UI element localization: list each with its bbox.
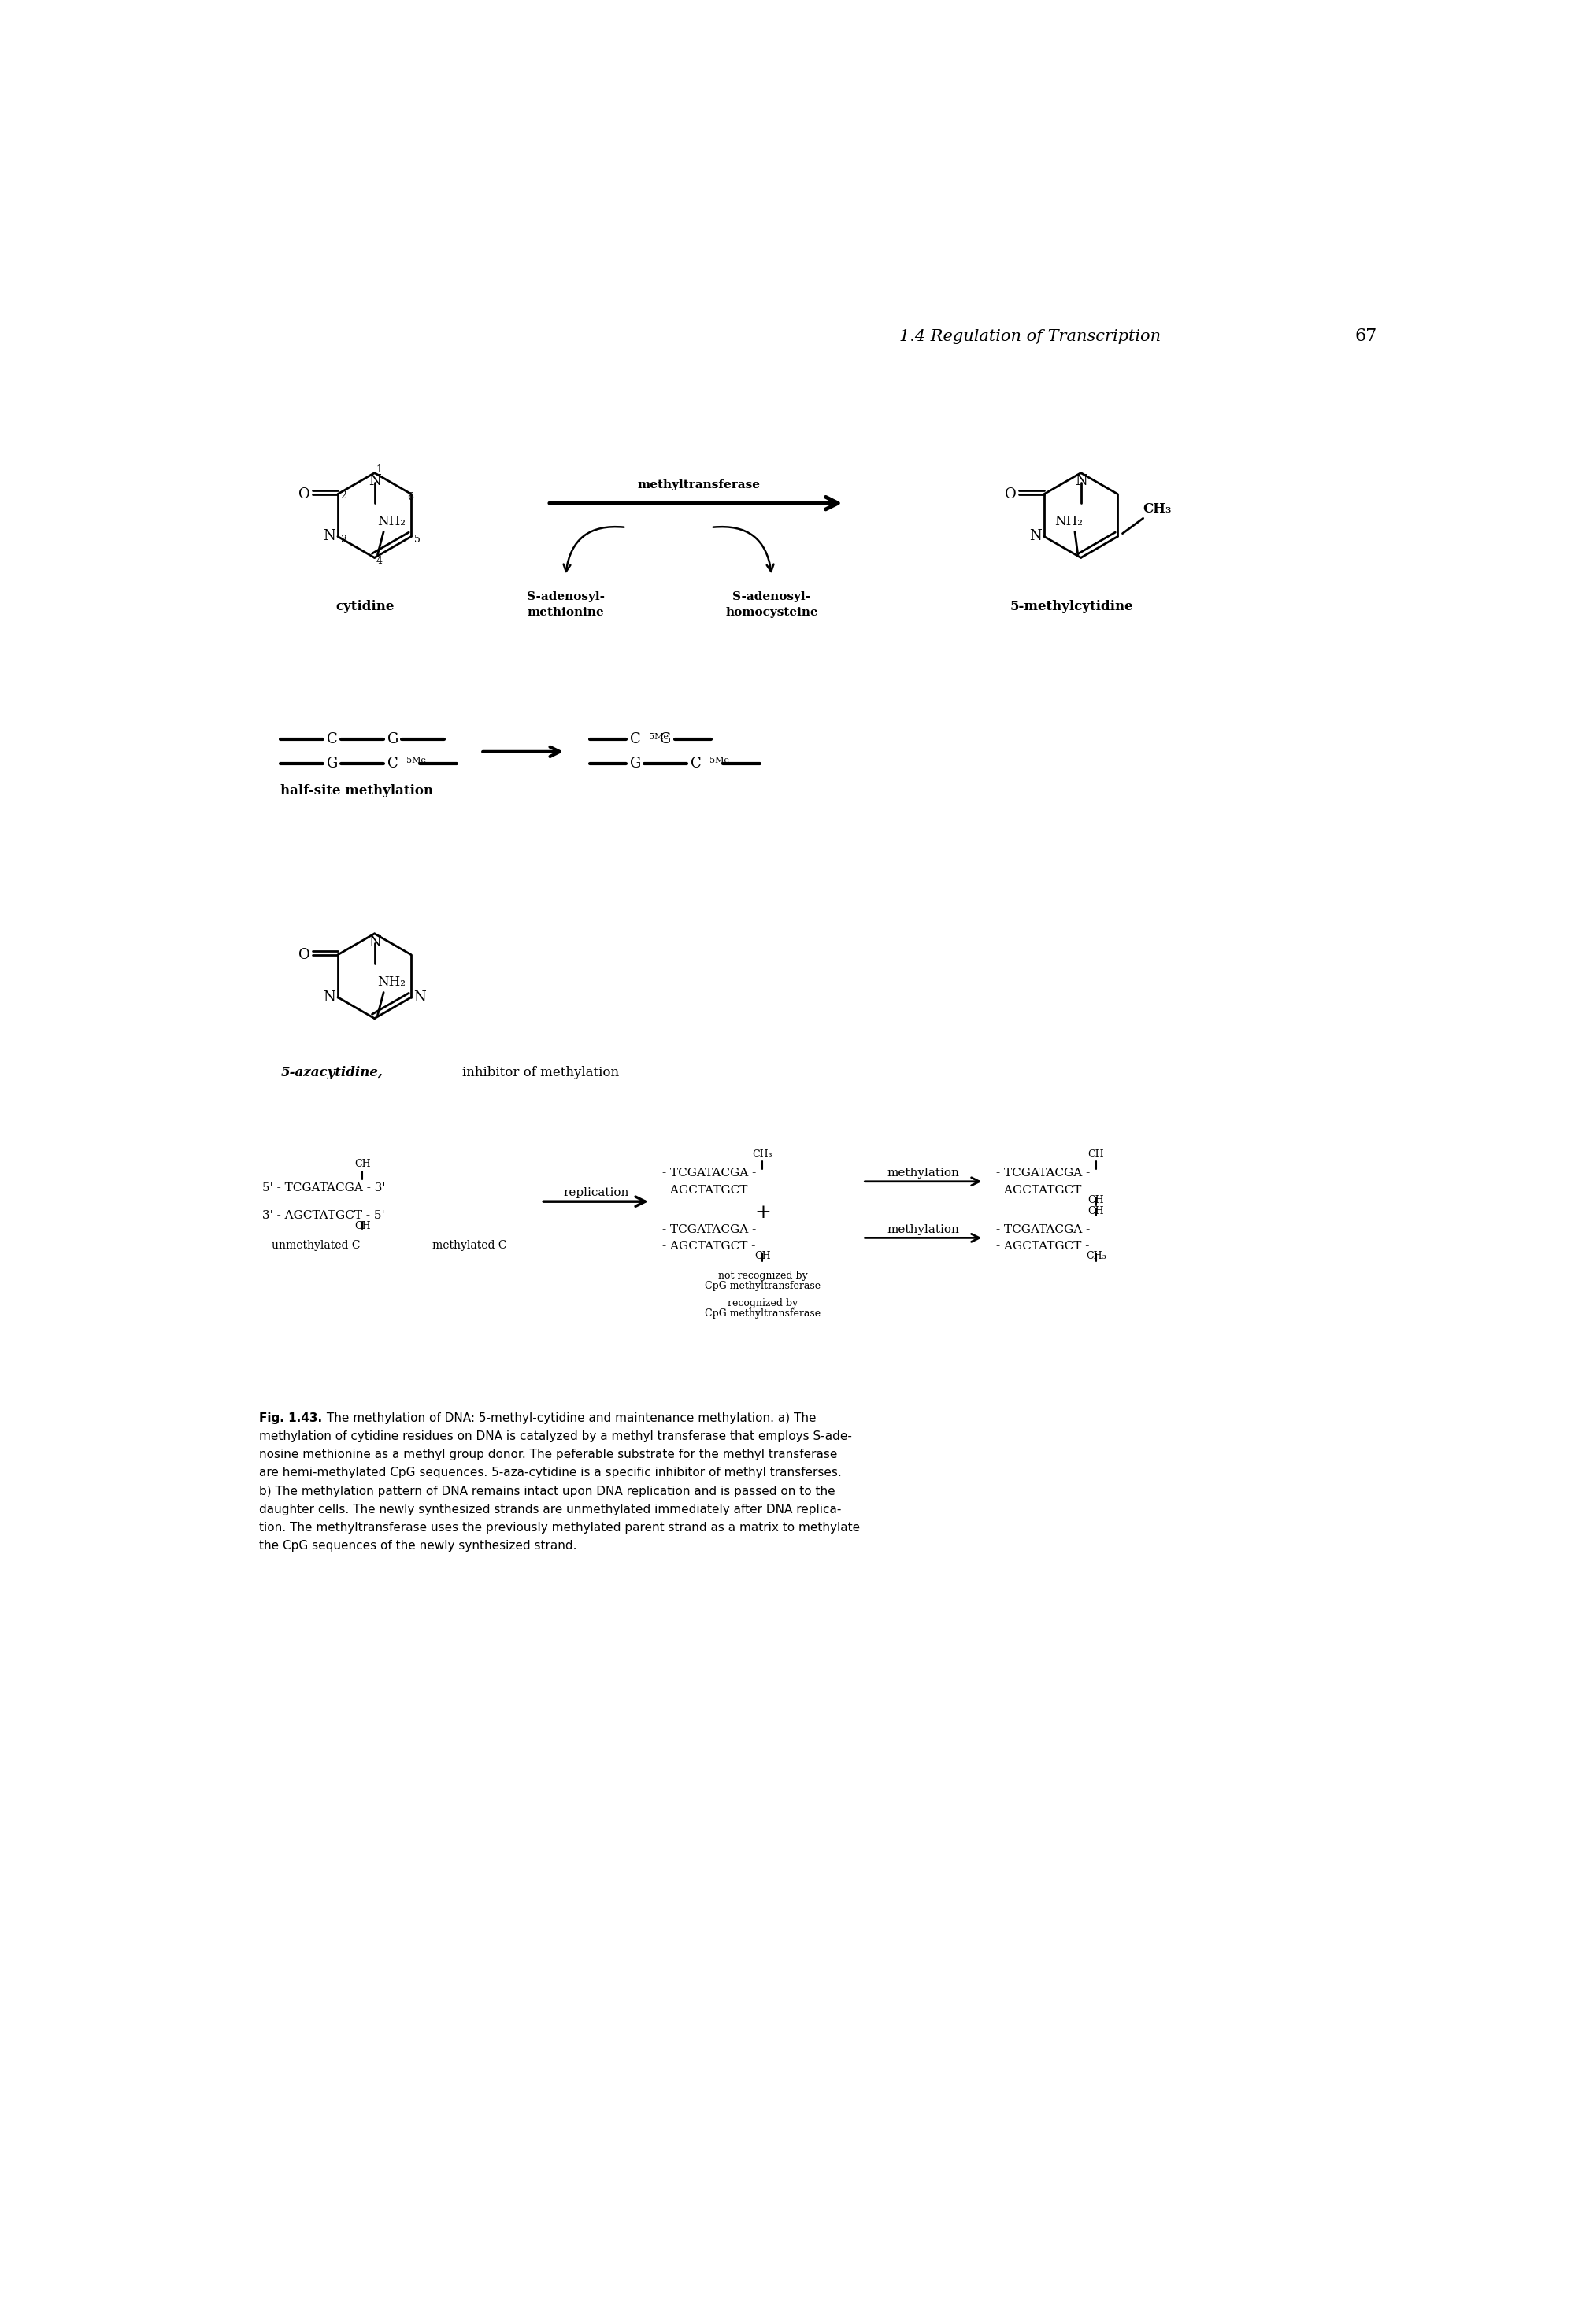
Text: 6: 6 [407,493,413,502]
Text: - AGCTATGCT -: - AGCTATGCT - [997,1241,1090,1253]
Text: O: O [299,488,310,502]
Text: cytidine: cytidine [335,600,394,614]
Text: O: O [1005,488,1017,502]
Text: CH₃: CH₃ [1085,1250,1106,1262]
Text: methylation: methylation [888,1167,959,1178]
Text: tion. The methyltransferase uses the previously methylated parent strand as a ma: tion. The methyltransferase uses the pre… [259,1522,861,1534]
Text: CH: CH [354,1160,370,1169]
Text: 5-methylcytidine: 5-methylcytidine [1011,600,1133,614]
Text: N: N [369,474,381,488]
Text: - TCGATACGA -: - TCGATACGA - [997,1167,1090,1178]
Text: inhibitor of methylation: inhibitor of methylation [462,1067,619,1081]
Text: not recognized by: not recognized by [718,1271,807,1281]
Text: O: O [299,948,310,962]
Text: nosine methionine as a methyl group donor. The peferable substrate for the methy: nosine methionine as a methyl group dono… [259,1448,837,1462]
Text: 5: 5 [414,535,421,544]
Text: NH₂: NH₂ [378,976,405,988]
Text: N: N [413,990,426,1004]
Text: daughter cells. The newly synthesized strands are unmethylated immediately after: daughter cells. The newly synthesized st… [259,1504,842,1515]
Text: methyltransferase: methyltransferase [638,479,761,490]
Text: methylated C: methylated C [432,1241,506,1250]
Text: NH₂: NH₂ [1055,514,1084,528]
Text: CH: CH [1088,1206,1104,1215]
Text: N: N [323,530,335,544]
Text: The methylation of DNA: 5-methyl-cytidine and maintenance methylation. a) The: The methylation of DNA: 5-methyl-cytidin… [323,1413,816,1425]
Text: - AGCTATGCT -: - AGCTATGCT - [997,1185,1090,1195]
Text: N: N [1074,474,1087,488]
Text: C: C [388,758,399,772]
Text: G: G [388,732,399,746]
Text: methylation: methylation [888,1225,959,1234]
Text: replication: replication [563,1188,628,1199]
Text: N: N [1030,530,1043,544]
Text: 1: 1 [377,465,383,474]
Text: - TCGATACGA -: - TCGATACGA - [997,1225,1090,1234]
Text: 3' - AGCTATGCT - 5': 3' - AGCTATGCT - 5' [263,1211,384,1220]
Text: 5Me: 5Me [407,758,426,765]
Text: G: G [326,758,337,772]
Text: CH: CH [1088,1195,1104,1206]
Text: 3: 3 [340,535,346,544]
Text: CH₃: CH₃ [753,1150,772,1160]
Text: CpG methyltransferase: CpG methyltransferase [704,1281,821,1292]
Text: 5Me: 5Me [649,732,669,741]
Text: 5Me: 5Me [710,758,729,765]
Text: G: G [630,758,641,772]
Text: CpG methyltransferase: CpG methyltransferase [704,1308,821,1318]
Text: - AGCTATGCT -: - AGCTATGCT - [663,1241,756,1253]
Text: CH: CH [755,1250,770,1262]
Text: CH: CH [1088,1150,1104,1160]
Text: homocysteine: homocysteine [725,607,818,618]
Text: unmethylated C: unmethylated C [272,1241,361,1250]
Text: CH₃: CH₃ [1142,502,1171,516]
Text: b) The methylation pattern of DNA remains intact upon DNA replication and is pas: b) The methylation pattern of DNA remain… [259,1485,835,1497]
Text: 1.4 Regulation of Transcription: 1.4 Regulation of Transcription [899,330,1161,344]
Text: C: C [690,758,701,772]
Text: methylation of cytidine residues on DNA is catalyzed by a methyl transferase tha: methylation of cytidine residues on DNA … [259,1432,853,1443]
Text: G: G [660,732,671,746]
Text: 4: 4 [377,555,383,565]
Text: 67: 67 [1354,328,1376,346]
Text: 5' - TCGATACGA - 3': 5' - TCGATACGA - 3' [263,1183,386,1195]
Text: - TCGATACGA -: - TCGATACGA - [663,1167,756,1178]
Text: half-site methylation: half-site methylation [280,786,433,797]
Text: Fig. 1.43.: Fig. 1.43. [259,1413,323,1425]
Text: S-adenosyl-: S-adenosyl- [732,593,810,602]
Text: recognized by: recognized by [728,1299,797,1308]
Text: C: C [630,732,641,746]
Text: CH: CH [354,1220,370,1232]
Text: - AGCTATGCT -: - AGCTATGCT - [663,1185,756,1195]
Text: 2: 2 [340,490,346,500]
Text: - TCGATACGA -: - TCGATACGA - [663,1225,756,1234]
Text: methionine: methionine [527,607,604,618]
Text: C: C [326,732,337,746]
Text: the CpG sequences of the newly synthesized strand.: the CpG sequences of the newly synthesiz… [259,1541,577,1552]
Text: N: N [323,990,335,1004]
Text: NH₂: NH₂ [378,514,405,528]
Text: S-adenosyl-: S-adenosyl- [527,593,604,602]
Text: +: + [755,1204,770,1222]
Text: 5-azacytidine,: 5-azacytidine, [280,1067,383,1081]
Text: N: N [369,934,381,948]
Text: are hemi-methylated CpG sequences. 5-aza-cytidine is a specific inhibitor of met: are hemi-methylated CpG sequences. 5-aza… [259,1466,842,1478]
